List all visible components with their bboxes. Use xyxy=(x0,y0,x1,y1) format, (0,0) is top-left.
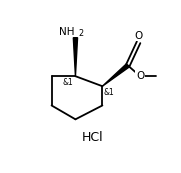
Text: O: O xyxy=(136,71,144,81)
Text: &1: &1 xyxy=(62,78,73,87)
Text: HCl: HCl xyxy=(82,131,103,144)
Text: O: O xyxy=(134,31,143,41)
Polygon shape xyxy=(73,38,77,76)
Text: 2: 2 xyxy=(79,29,84,38)
Text: NH: NH xyxy=(59,27,75,37)
Polygon shape xyxy=(102,64,129,86)
Text: &1: &1 xyxy=(104,88,115,97)
